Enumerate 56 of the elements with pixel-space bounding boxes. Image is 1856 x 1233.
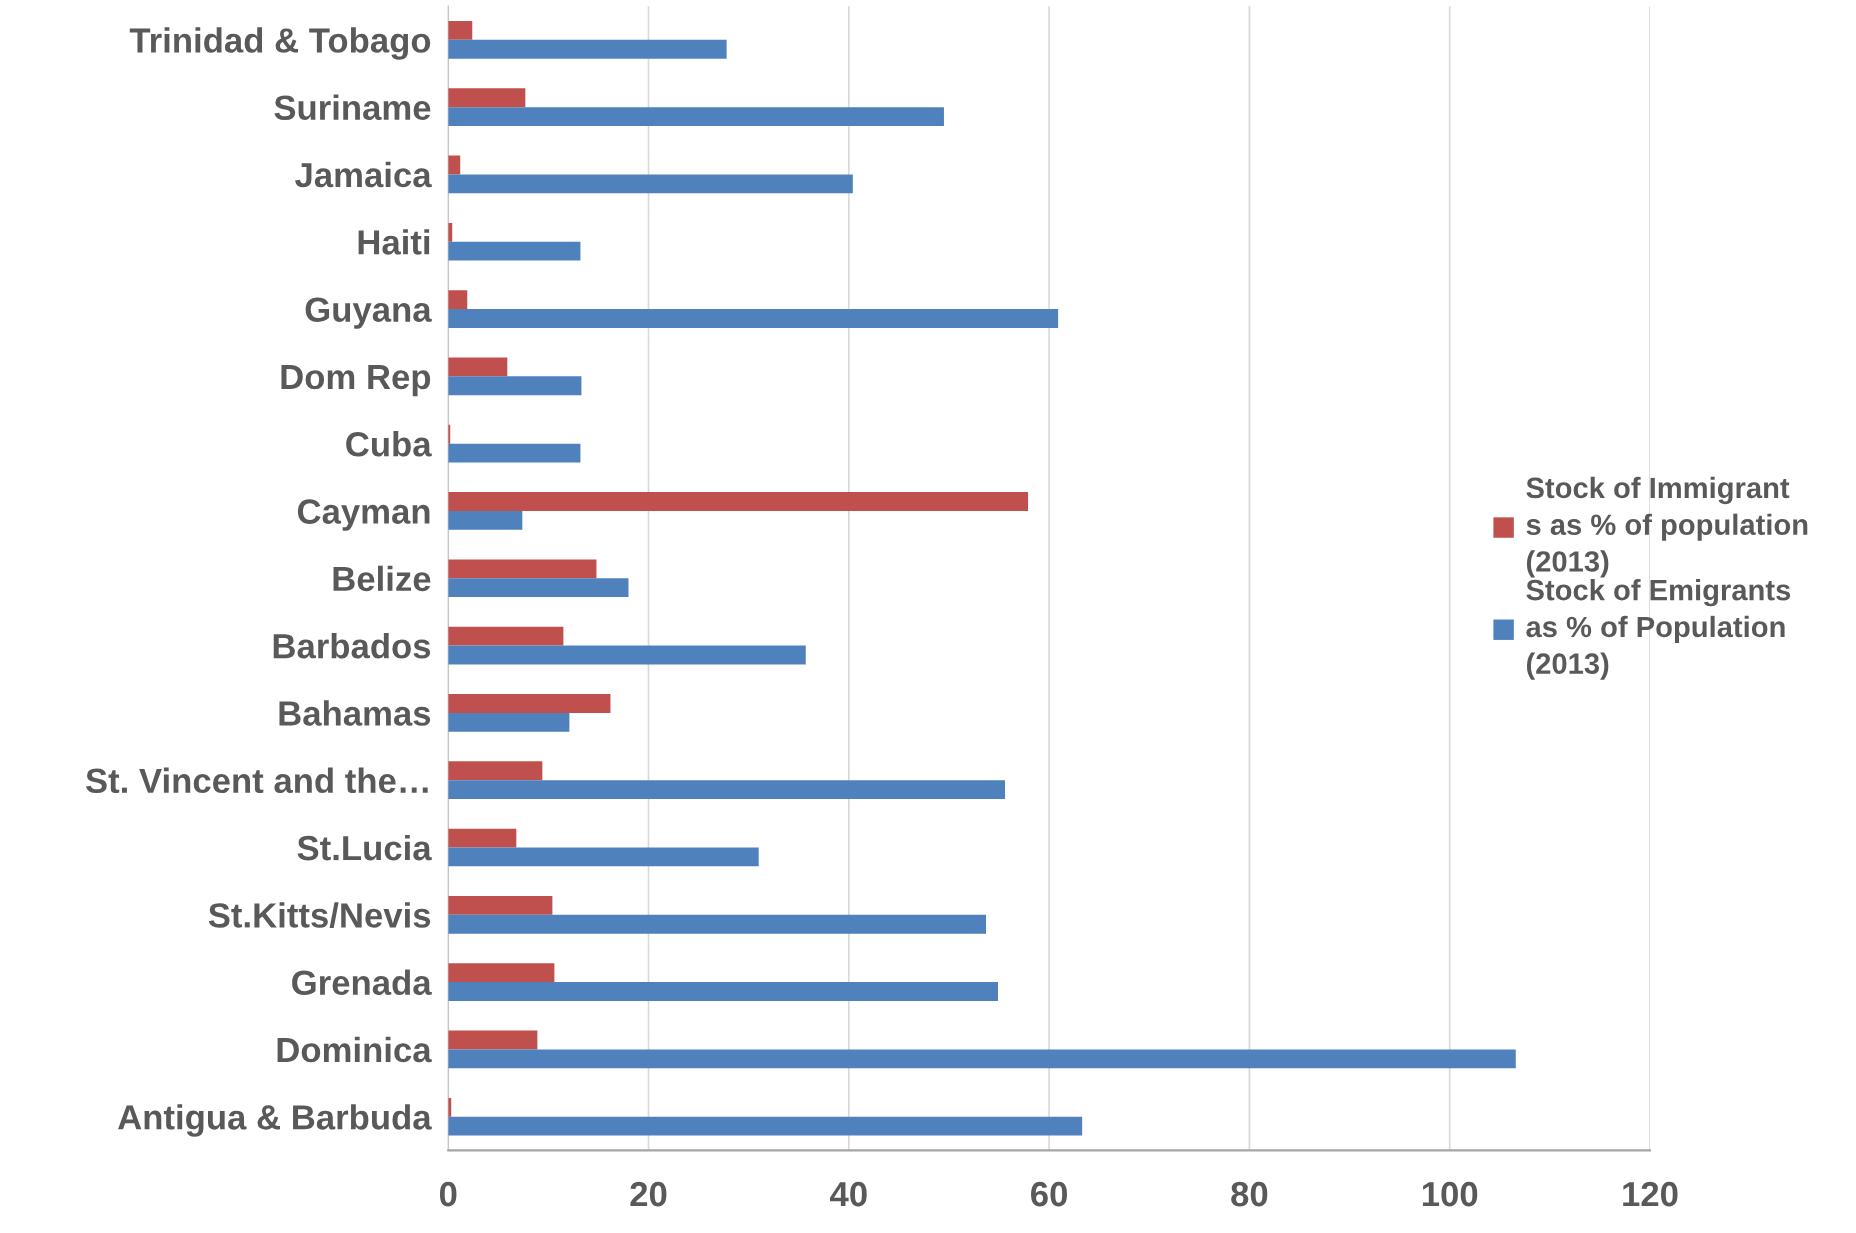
y-tick-label: Grenada xyxy=(292,969,432,996)
y-tick-label: Dominica xyxy=(277,1036,432,1063)
y-tick-label: Bahamas xyxy=(279,700,431,726)
y-tick-label: Belize xyxy=(333,565,431,592)
bar xyxy=(448,780,1006,800)
bar xyxy=(448,1030,538,1050)
bar xyxy=(448,174,853,194)
x-tick-label: 20 xyxy=(630,1181,667,1207)
bar xyxy=(448,309,1059,328)
bar xyxy=(448,241,581,261)
y-tick-label: Antigua & Barbuda xyxy=(118,1104,432,1137)
bar xyxy=(448,443,581,463)
bar xyxy=(448,88,526,108)
x-tick-label: 120 xyxy=(1623,1181,1678,1207)
bar xyxy=(448,626,564,646)
bar xyxy=(448,39,727,59)
bar xyxy=(448,290,468,310)
bar xyxy=(448,357,508,377)
bar xyxy=(448,847,759,867)
bar xyxy=(448,982,999,1001)
x-tick-label: 0 xyxy=(439,1181,457,1207)
bar xyxy=(448,828,517,848)
legend-label: Stock of Emigrants as % of Population (2013) xyxy=(1526,579,1791,680)
bar xyxy=(448,895,553,915)
bar xyxy=(448,761,543,781)
y-tick-label: Guyana xyxy=(305,297,432,329)
y-tick-label: St. Vincent and the… xyxy=(85,767,428,794)
bar xyxy=(448,1049,1516,1069)
bar xyxy=(448,694,611,713)
bar xyxy=(448,20,473,40)
x-tick-label: 80 xyxy=(1231,1181,1268,1207)
bar xyxy=(448,1116,1083,1136)
legend-label: Stock of Immigrant s as % of population (2013) xyxy=(1526,476,1808,578)
bar xyxy=(448,492,1029,511)
bar xyxy=(448,376,582,396)
bar xyxy=(448,914,987,934)
bar xyxy=(448,645,806,665)
y-tick-label: Suriname xyxy=(274,94,431,121)
y-tick-label: Cayman xyxy=(297,499,430,531)
bar xyxy=(448,559,597,579)
bar xyxy=(448,578,629,598)
y-tick-label: St.Lucia xyxy=(297,834,432,861)
bar xyxy=(448,510,523,530)
y-tick-label: Trinidad & Tobago xyxy=(129,27,431,60)
x-tick-label: 60 xyxy=(1031,1181,1067,1207)
y-tick-label: Cuba xyxy=(346,431,432,457)
x-tick-label: 100 xyxy=(1422,1181,1478,1207)
bar xyxy=(448,712,570,732)
x-tick-label: 40 xyxy=(830,1181,867,1207)
y-tick-label: Jamaica xyxy=(295,161,432,188)
bar xyxy=(448,963,555,983)
y-tick-label: Dom Rep xyxy=(281,365,431,397)
y-tick-label: Barbados xyxy=(273,633,431,659)
y-tick-label: Haiti xyxy=(358,229,430,255)
y-tick-label: St.Kitts/Nevis xyxy=(208,902,431,929)
bar xyxy=(448,107,944,126)
